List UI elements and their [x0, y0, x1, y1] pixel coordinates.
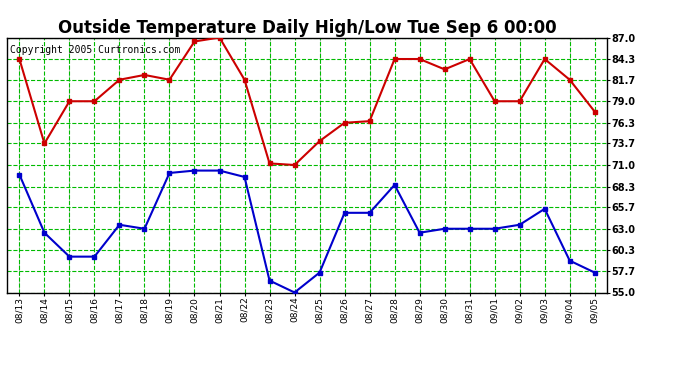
Text: Copyright 2005 Curtronics.com: Copyright 2005 Curtronics.com	[10, 45, 180, 55]
Title: Outside Temperature Daily High/Low Tue Sep 6 00:00: Outside Temperature Daily High/Low Tue S…	[58, 20, 556, 38]
